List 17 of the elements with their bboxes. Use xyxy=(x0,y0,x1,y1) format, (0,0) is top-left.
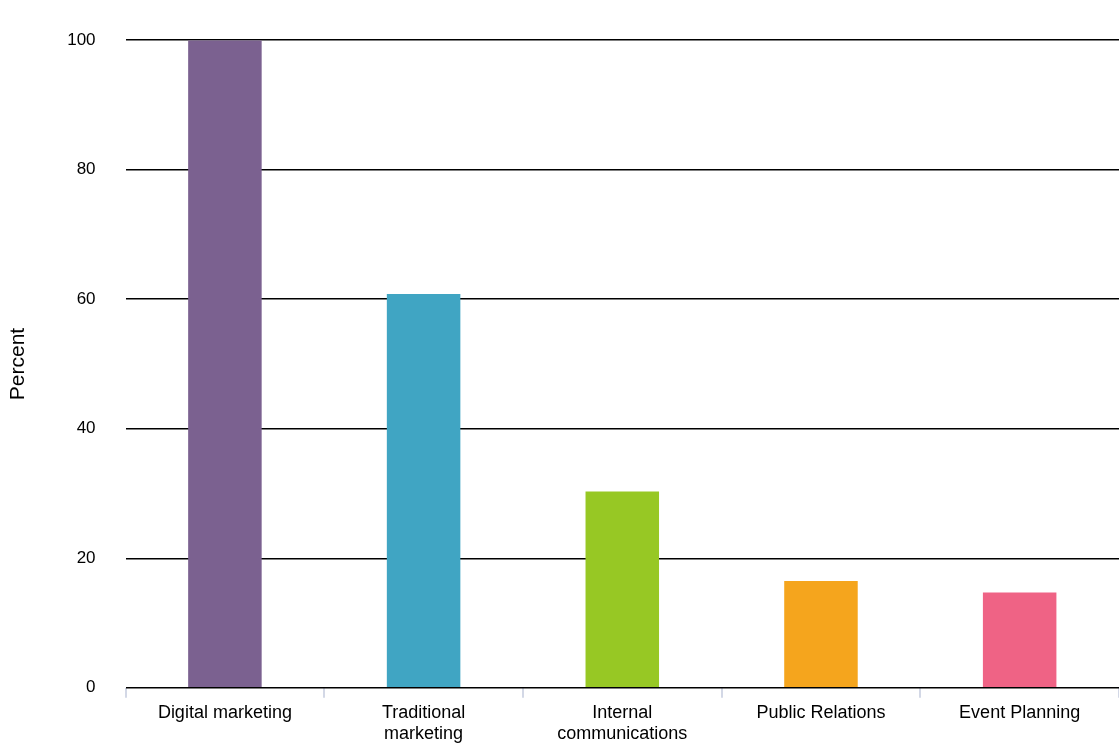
bar xyxy=(784,580,858,688)
y-tick-label: 20 xyxy=(76,547,96,567)
x-tick-label: Event Planning xyxy=(959,701,1081,722)
bar xyxy=(982,592,1057,688)
y-tick-label: 40 xyxy=(76,418,96,438)
y-tick-label: 80 xyxy=(76,159,96,179)
y-tick-label: 60 xyxy=(76,288,96,308)
bar xyxy=(585,491,660,688)
x-tick-label: Traditional marketing xyxy=(381,701,466,744)
bar xyxy=(386,294,461,688)
y-tick-label: 100 xyxy=(67,29,96,49)
x-tick-label: Public Relations xyxy=(756,701,886,722)
y-axis-title: Percent xyxy=(5,327,29,401)
bar xyxy=(188,40,262,688)
x-tick-label: Digital marketing xyxy=(157,701,292,722)
x-tick-label: Internal communications xyxy=(557,701,688,744)
y-tick-label: 0 xyxy=(86,677,96,697)
